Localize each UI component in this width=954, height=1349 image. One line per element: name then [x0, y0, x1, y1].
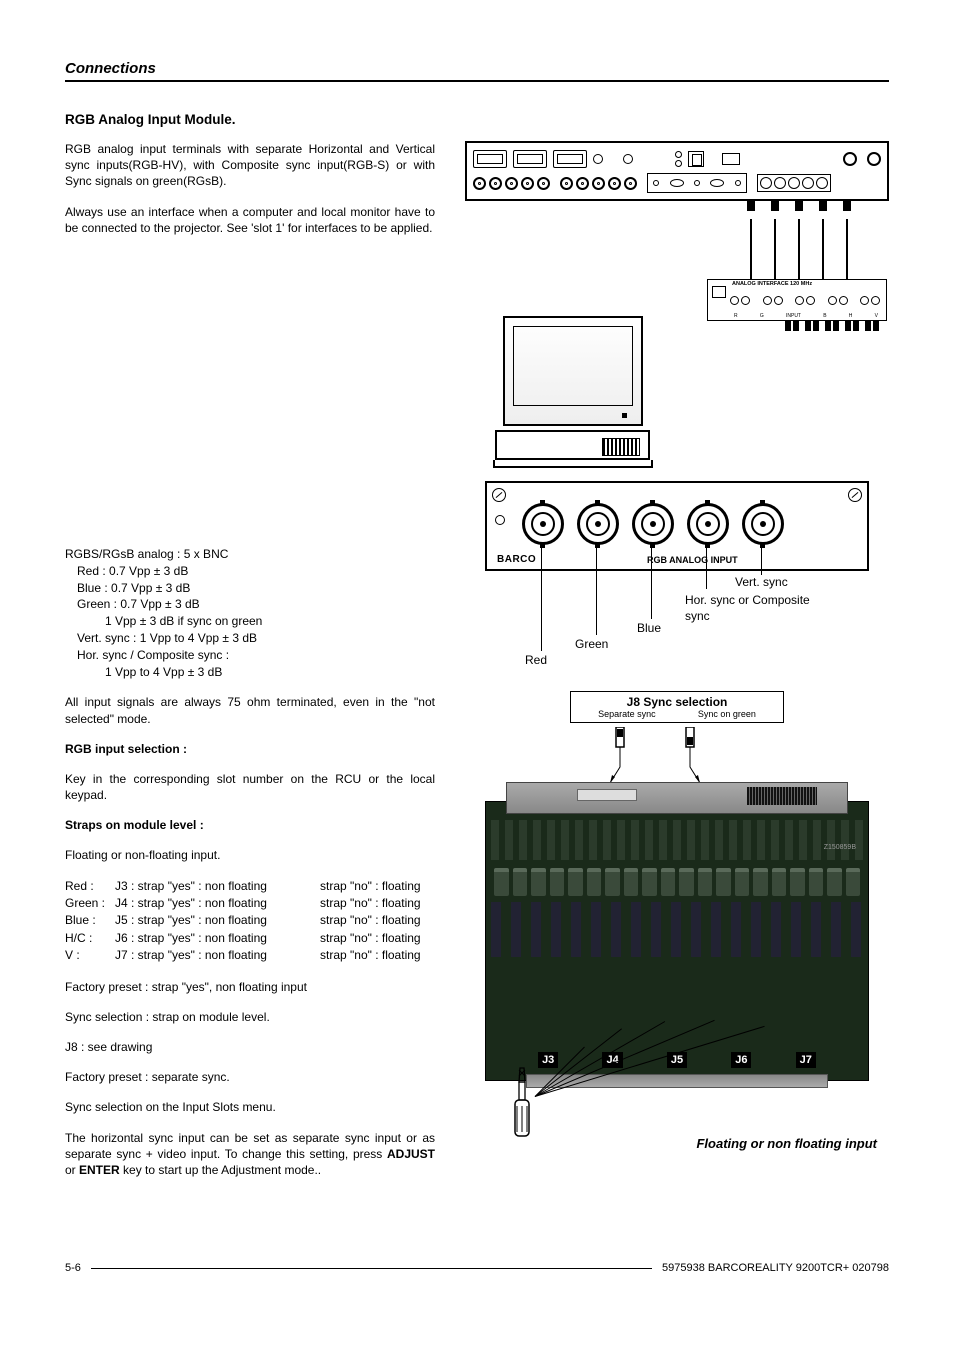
sync-sel-menu: Sync selection on the Input Slots menu. [65, 1099, 435, 1115]
bnc-label-blue: Blue [637, 621, 661, 635]
mount-icon [495, 515, 505, 525]
spec-block: RGBS/RGsB analog : 5 x BNC Red : 0.7 Vpp… [65, 546, 435, 680]
spec-l4: Green : 0.7 Vpp ± 3 dB [65, 596, 435, 613]
page-header-title: Connections [65, 60, 889, 82]
j8-title: J8 Sync selection [577, 695, 777, 709]
port-box-icon [647, 173, 747, 193]
strap-table: Red :J3 : strap "yes" : non floatingstra… [65, 878, 435, 965]
pcb-diagram: J8 Sync selection Separate sync Sync on … [465, 691, 889, 1151]
j8-title-box: J8 Sync selection Separate sync Sync on … [570, 691, 784, 723]
bnc-panel-diagram: BARCO RGB ANALOG INPUT Red Green Blue Ve… [465, 481, 889, 681]
strap-row: Green :J4 : strap "yes" : non floatingst… [65, 895, 435, 912]
bnc-connector-icon [742, 503, 784, 545]
strap-row: Red :J3 : strap "yes" : non floatingstra… [65, 878, 435, 895]
hsync-note: The horizontal sync input can be set as … [65, 1130, 435, 1179]
capacitor-row [494, 868, 860, 896]
bnc-connector-icon [522, 503, 564, 545]
j8-sub-right: Sync on green [698, 709, 756, 719]
bnc-label-vert: Vert. sync [735, 575, 845, 589]
footer-doc-id: 5975938 BARCOREALITY 9200TCR+ 020798 [662, 1262, 889, 1274]
sync-sel-module: Sync selection : strap on module level. [65, 1009, 435, 1025]
leader-line [596, 543, 597, 635]
screwdriver-icon [505, 1060, 555, 1143]
bnc-group-icon [757, 174, 831, 192]
leader-line [761, 543, 762, 575]
strap-row: H/C :J6 : strap "yes" : non floatingstra… [65, 930, 435, 947]
bnc-connector-icon [577, 503, 619, 545]
monitor-icon [490, 316, 655, 468]
port-icon [675, 151, 682, 167]
slot-icon [513, 150, 547, 168]
port-icon [722, 153, 740, 165]
strap-row: V :J7 : strap "yes" : non floatingstrap … [65, 947, 435, 964]
leader-line [706, 543, 707, 589]
interface-label: ANALOG INTERFACE 120 MHz [732, 281, 812, 287]
port-icon [843, 152, 881, 166]
spec-l5: 1 Vpp ± 3 dB if sync on green [65, 613, 435, 630]
spec-l6: Vert. sync : 1 Vpp to 4 Vpp ± 3 dB [65, 630, 435, 647]
keyin-text: Key in the corresponding slot number on … [65, 771, 435, 803]
bnc-group-icon [473, 177, 550, 190]
floating-text: Floating or non-floating input. [65, 847, 435, 863]
slot-icon [473, 150, 507, 168]
spec-l7: Hor. sync / Composite sync : [65, 647, 435, 664]
jumper-label: J6 [731, 1052, 751, 1068]
screw-icon [848, 488, 862, 502]
projector-rear-panel [465, 141, 889, 201]
footer-page-number: 5-6 [65, 1262, 81, 1274]
cable-lines-2 [709, 321, 879, 335]
bnc-label-green: Green [575, 637, 608, 651]
screw-icon [492, 488, 506, 502]
leader-line [541, 543, 542, 651]
spec-l8: 1 Vpp to 4 Vpp ± 3 dB [65, 664, 435, 681]
bnc-label-hor2: sync [685, 609, 845, 623]
bnc-group-icon [560, 177, 637, 190]
straps-title: Straps on module level : [65, 817, 435, 833]
jumper-label: J7 [796, 1052, 816, 1068]
faceplate-icon [506, 782, 848, 814]
factory-preset-1: Factory preset : strap "yes", non floati… [65, 979, 435, 995]
port-icon [688, 151, 704, 167]
strap-row: Blue :J5 : strap "yes" : non floatingstr… [65, 912, 435, 929]
right-column: ANALOG INTERFACE 120 MHz R G INPUT B H V [465, 141, 889, 1192]
footer-rule [91, 1268, 652, 1269]
main-layout: RGB analog input terminals with separate… [65, 141, 889, 1192]
pcb-board: Z150859B J3 J4 J5 J6 J7 [485, 801, 869, 1081]
interface-box: ANALOG INTERFACE 120 MHz R G INPUT B H V [707, 279, 887, 321]
factory-preset-2: Factory preset : separate sync. [65, 1069, 435, 1085]
page-footer: 5-6 5975938 BARCOREALITY 9200TCR+ 020798 [65, 1262, 889, 1274]
section-title: RGB Analog Input Module. [65, 112, 889, 127]
cable-lines [739, 201, 859, 279]
pcb-marking: Z150859B [824, 844, 856, 851]
bnc-panel: BARCO RGB ANALOG INPUT [485, 481, 869, 571]
intro-p2: Always use an interface when a computer … [65, 204, 435, 236]
brand-label: BARCO [497, 554, 536, 565]
port-icon [593, 154, 603, 164]
connection-diagram: ANALOG INTERFACE 120 MHz R G INPUT B H V [465, 141, 889, 461]
termination-note: All input signals are always 75 ohm term… [65, 694, 435, 726]
component-row [491, 820, 863, 860]
port-icon [623, 154, 633, 164]
jumper-icon [680, 727, 700, 783]
bnc-connector-icon [687, 503, 729, 545]
j8-drawing: J8 : see drawing [65, 1039, 435, 1055]
intro-p1: RGB analog input terminals with separate… [65, 141, 435, 190]
bnc-label-hor1: Hor. sync or Composite [685, 593, 845, 607]
jumper-icon [610, 727, 630, 783]
bnc-label-red: Red [525, 653, 547, 667]
bnc-connector-icon [632, 503, 674, 545]
pcb-caption: Floating or non floating input [696, 1136, 877, 1151]
leader-line [651, 543, 652, 619]
component-block [491, 902, 863, 957]
panel-title-label: RGB ANALOG INPUT [647, 555, 738, 565]
spec-l3: Blue : 0.7 Vpp ± 3 dB [65, 580, 435, 597]
rgb-input-title: RGB input selection : [65, 741, 435, 757]
spec-l2: Red : 0.7 Vpp ± 3 dB [65, 563, 435, 580]
spec-l1: RGBS/RGsB analog : 5 x BNC [65, 546, 435, 563]
slot-icon [553, 150, 587, 168]
j8-sub-left: Separate sync [598, 709, 656, 719]
left-column: RGB analog input terminals with separate… [65, 141, 435, 1192]
